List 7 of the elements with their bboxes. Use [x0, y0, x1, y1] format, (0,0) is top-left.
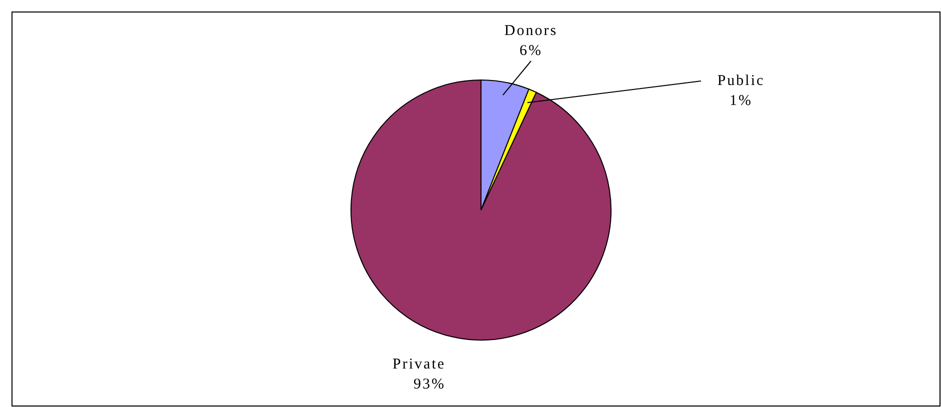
slice-label: Public: [717, 73, 765, 89]
data-label: 1%: [730, 93, 752, 109]
slice-label: Private: [392, 356, 446, 373]
slice-label: Donors: [504, 23, 558, 39]
data-label: 93%: [414, 376, 446, 393]
data-label: 6%: [520, 43, 542, 59]
pie-slice: [350, 80, 612, 340]
